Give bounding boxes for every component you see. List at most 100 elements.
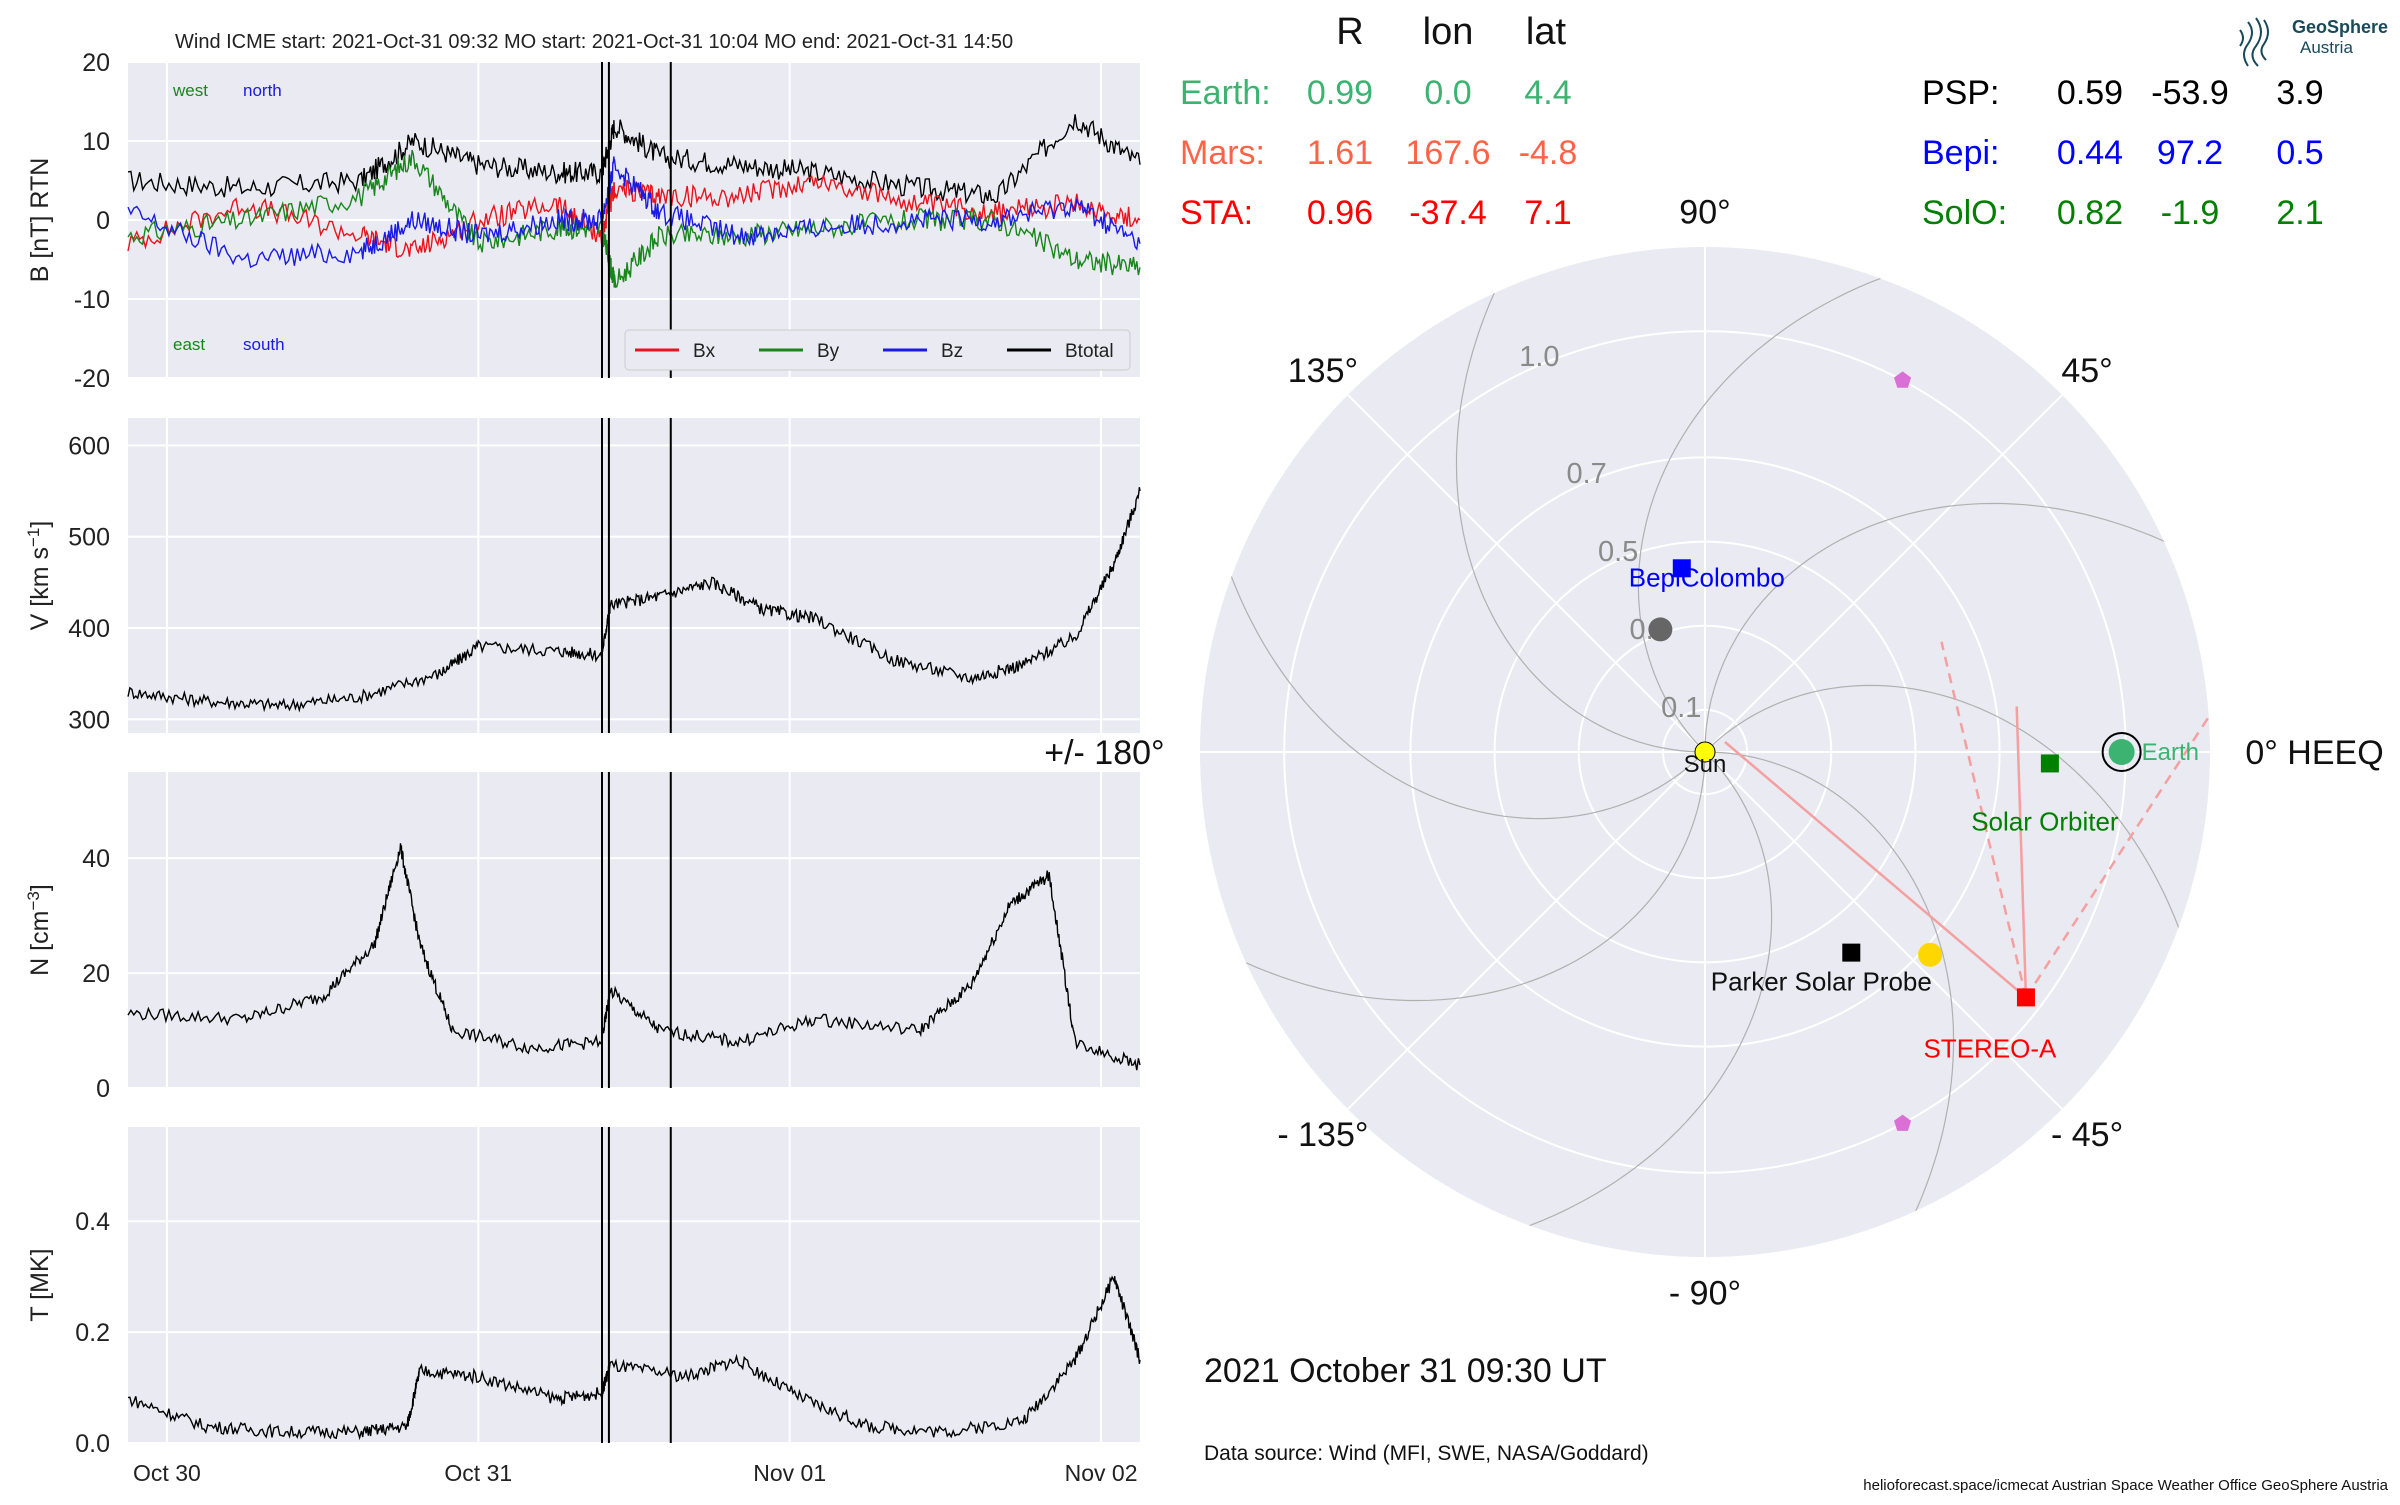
polar-angle-gridline: [1347, 751, 1706, 1110]
table-right-r: 0.44: [2057, 134, 2123, 172]
parker-spiral-line: [1505, 757, 1773, 1235]
table-left-r: 1.61: [1307, 134, 1373, 172]
geosphere-logo-icon: [2239, 17, 2269, 67]
y-tick-label: 0: [96, 1075, 110, 1103]
marker-sun: [1694, 741, 1716, 763]
parker-spirals: [1222, 269, 2188, 1235]
stereo-a-fov-line: [2015, 706, 2028, 998]
polar-angle-label: 45°: [2061, 352, 2112, 390]
y-axis-label-exponent: −3: [24, 891, 43, 910]
table-right-lat: 3.9: [2276, 74, 2323, 112]
polar-angle-label: - 90°: [1669, 1274, 1741, 1312]
panel-background: [128, 772, 1140, 1088]
panel-background: [128, 418, 1140, 733]
stereo-a-sun-line: [1724, 741, 2027, 999]
polar-angle-label: 135°: [1288, 352, 1358, 390]
y-axis-label: B [nT] RTN: [26, 158, 54, 283]
table-left-r: 0.96: [1307, 194, 1373, 232]
marker-stereo-a: [2016, 988, 2035, 1007]
panel-background: [128, 1127, 1140, 1443]
table-right-lon: -53.9: [2151, 74, 2229, 112]
parker-spiral-line: [1713, 751, 1955, 1235]
y-tick-label: 500: [68, 524, 110, 552]
plot-header: Wind ICME start: 2021-Oct-31 09:32 MO st…: [175, 31, 1013, 53]
legend-label-Btotal: Btotal: [1065, 341, 1114, 362]
label-earth: Earth: [2142, 739, 2199, 766]
table-left-lon: 167.6: [1405, 134, 1490, 172]
marker-earth: [2108, 739, 2135, 765]
label-solar-orbiter: Solar Orbiter: [1971, 806, 2119, 836]
polar-angle-label: +/- 180°: [1044, 734, 1164, 772]
table-right-r: 0.82: [2057, 194, 2123, 232]
panel-density: 0 20 40 N [cm−3]: [24, 772, 1141, 1103]
logo-line1: GeoSphere: [2292, 17, 2388, 37]
y-tick-label: 0.2: [75, 1319, 110, 1347]
legend-frame: [624, 329, 1131, 371]
stereo-a-fov-dashed: [1940, 641, 2028, 998]
data-source-label: Data source: Wind (MFI, SWE, NASA/Goddar…: [1204, 1442, 1649, 1465]
table-header-lon: lon: [1423, 11, 1474, 53]
panel-speed: 300 400 500 600 V [km s−1]: [24, 418, 1141, 734]
table-left-name: Earth:: [1180, 74, 1271, 112]
polar-angle-label: 0° HEEQ: [2245, 734, 2383, 772]
annotation-north: north: [243, 81, 282, 100]
table-right-lon: -1.9: [2161, 194, 2220, 232]
credits-label: helioforecast.space/icmecat Austrian Spa…: [1863, 1477, 2388, 1494]
y-tick-label: 0.0: [75, 1430, 110, 1458]
table-right-lon: 97.2: [2157, 134, 2223, 172]
table-right-r: 0.59: [2057, 74, 2123, 112]
polar-r-tick-label: 0.5: [1598, 536, 1638, 568]
marker-venus: [1918, 942, 1943, 967]
table-right-name: SolO:: [1922, 194, 2007, 232]
table-left-lat: 4.4: [1524, 74, 1571, 112]
table-left-name: STA:: [1180, 194, 1253, 232]
table-left-lat: -4.8: [1519, 134, 1578, 172]
marker-jwst: [1894, 1114, 1912, 1131]
table-left-lon: 0.0: [1424, 74, 1471, 112]
marker-parker-solar-probe: [1842, 943, 1861, 962]
parker-spiral-line: [1455, 269, 1697, 753]
polar-angle-gridline: [1704, 394, 2063, 753]
table-right-lat: 0.5: [2276, 134, 2323, 172]
polar-r-tick-label: 0.1: [1661, 692, 1701, 724]
y-axis-label-exponent: −1: [24, 528, 43, 547]
panel-magnetic-field: -20 -10 0 10 20 B [nT] RTN west north east south B…: [26, 49, 1141, 393]
series-line-By: [127, 149, 1141, 288]
label-parker-solar-probe: Parker Solar Probe: [1711, 967, 1932, 997]
y-tick-label: 20: [82, 49, 110, 77]
y-tick-label: 0: [96, 207, 110, 235]
table-left-lat: 7.1: [1524, 194, 1571, 232]
polar-angle-label: - 45°: [2051, 1116, 2123, 1154]
annotation-south: south: [243, 335, 285, 354]
annotation-west: west: [172, 81, 208, 100]
y-axis-label: N [cm−3]: [24, 884, 55, 976]
parker-spiral-line: [1710, 684, 2188, 952]
y-tick-label: 20: [82, 960, 110, 988]
earth-ring: [2101, 732, 2142, 772]
marker-solar-orbiter: [2040, 754, 2059, 773]
panel-temperature: 0.0 0.2 0.4 T [MK] Oct 30 Oct 31 Nov 01 Nov 02: [26, 1127, 1141, 1486]
logo-line2: Austria: [2300, 38, 2353, 57]
table-left-name: Mars:: [1180, 134, 1265, 172]
table-right-name: PSP:: [1922, 74, 1999, 112]
legend-label-Bz: Bz: [941, 341, 963, 362]
parker-spiral-line: [1637, 269, 1905, 747]
table-left-r: 0.99: [1307, 74, 1373, 112]
parker-spiral-line: [1222, 760, 1706, 1002]
x-tick-label: Nov 02: [1065, 1460, 1138, 1486]
label-sun: Sun: [1684, 751, 1727, 778]
legend: Bx By Bz Btotal: [624, 329, 1131, 371]
y-axis-label: T [MK]: [26, 1248, 54, 1321]
polar-r-tick-label: 0.7: [1566, 458, 1606, 490]
table-right-lat: 2.1: [2276, 194, 2323, 232]
marker-mercury: [1648, 617, 1673, 642]
series-line-Bx: [127, 174, 1141, 259]
logo: GeoSphere Austria: [2239, 17, 2388, 67]
table-right-name: Bepi:: [1922, 134, 2000, 172]
polar-angle-label: - 135°: [1277, 1116, 1368, 1154]
x-tick-label: Oct 31: [444, 1460, 512, 1486]
y-tick-label: 600: [68, 432, 110, 460]
y-tick-label: -10: [74, 286, 110, 314]
legend-label-Bx: Bx: [693, 341, 716, 362]
